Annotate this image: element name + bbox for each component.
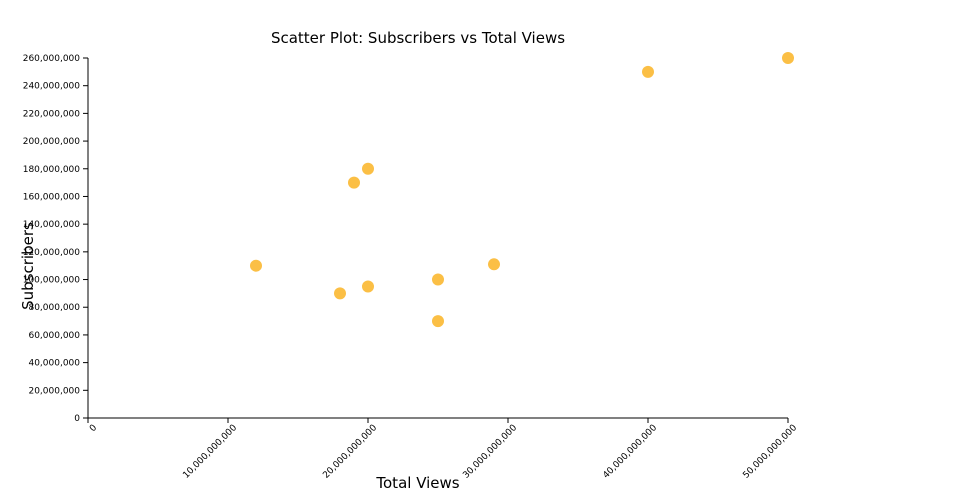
chart-title: Scatter Plot: Subscribers vs Total Views (271, 29, 565, 47)
y-tick-label: 180,000,000 (23, 165, 81, 175)
y-tick-label: 260,000,000 (23, 54, 81, 64)
x-tick-label: 0 (88, 423, 99, 434)
scatter-point[interactable] (432, 315, 444, 328)
scatter-point[interactable] (432, 273, 444, 286)
scatter-point[interactable] (334, 287, 346, 300)
scatter-point[interactable] (642, 65, 654, 78)
x-axis-title: Total Views (375, 474, 459, 492)
y-tick-label: 240,000,000 (23, 82, 81, 92)
scatter-point[interactable] (362, 280, 374, 293)
y-tick-label: 140,000,000 (23, 220, 81, 230)
x-tick-label: 10,000,000,000 (181, 423, 239, 481)
x-tick-label: 40,000,000,000 (601, 423, 659, 481)
x-tick-label: 30,000,000,000 (461, 423, 519, 481)
x-axis: 0 10,000,000,000 20,000,000,000 30,000,000,… (87, 417, 799, 481)
x-tick-label: 20,000,000,000 (321, 423, 379, 481)
y-tick-label: 100,000,000 (23, 276, 81, 286)
y-tick-label: 220,000,000 (23, 109, 81, 119)
x-tick-label: 50,000,000,000 (741, 423, 799, 481)
y-tick-label: 40,000,000 (28, 359, 80, 369)
scatter-point[interactable] (348, 176, 360, 189)
y-axis: 0 20,000,000 40,000,000 60,000,000 80,000,00… (23, 54, 89, 424)
scatter-point[interactable] (362, 162, 374, 175)
y-axis-ticks: 0 20,000,000 40,000,000 60,000,000 80,000,00… (23, 54, 88, 424)
scatter-point[interactable] (488, 258, 500, 271)
y-axis-title: Subscribers (19, 222, 37, 310)
y-tick-label: 80,000,000 (28, 303, 80, 313)
y-tick-label: 160,000,000 (23, 192, 81, 202)
y-tick-label: 0 (74, 414, 80, 424)
scatter-point[interactable] (250, 259, 262, 272)
y-tick-label: 200,000,000 (23, 137, 81, 147)
y-tick-label: 120,000,000 (23, 248, 81, 258)
y-tick-label: 20,000,000 (28, 386, 80, 396)
x-axis-ticks: 0 10,000,000,000 20,000,000,000 30,000,000,… (87, 418, 799, 481)
scatter-point[interactable] (782, 52, 794, 64)
data-points (250, 52, 794, 328)
y-tick-label: 60,000,000 (28, 331, 80, 341)
